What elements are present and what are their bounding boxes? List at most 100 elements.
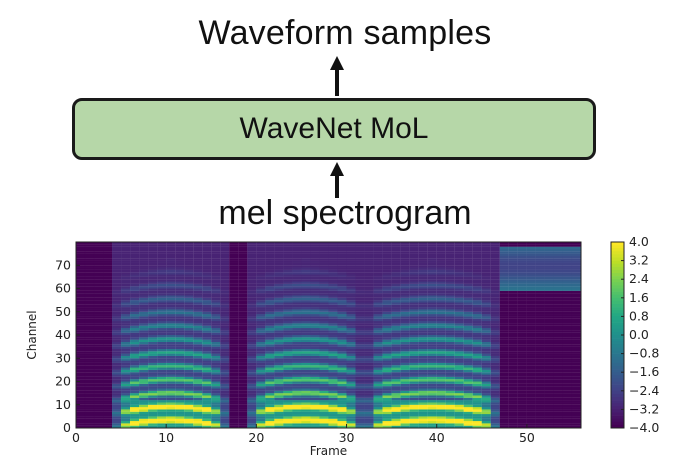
heatmap-cell (75, 332, 86, 336)
heatmap-cell (229, 321, 239, 324)
heatmap-cell (454, 362, 464, 366)
heatmap-cell (445, 339, 455, 343)
heatmap-cell (112, 293, 122, 296)
heatmap-cell (481, 297, 491, 301)
heatmap-cell (436, 341, 446, 345)
heatmap-cell (265, 381, 275, 384)
heatmap-cell (103, 253, 113, 256)
heatmap-cell (373, 302, 383, 305)
heatmap-cell (157, 393, 167, 396)
heatmap-cell (84, 411, 95, 415)
heatmap-cell (193, 397, 203, 401)
heatmap-cell (355, 383, 365, 387)
heatmap-cell (544, 404, 554, 408)
heatmap-cell (229, 346, 239, 350)
colorbar-segment (611, 387, 624, 392)
heatmap-cell (562, 311, 573, 315)
heatmap-cell (139, 283, 149, 287)
heatmap-cell (202, 374, 212, 377)
heatmap-cell (247, 276, 257, 280)
heatmap-cell (535, 420, 545, 424)
heatmap-cell (310, 416, 320, 419)
heatmap-cell (517, 272, 527, 275)
heatmap-cell (355, 293, 365, 296)
heatmap-cell (328, 348, 338, 352)
heatmap-cell (481, 295, 491, 298)
heatmap-cell (319, 307, 329, 310)
heatmap-cell (130, 397, 140, 401)
heatmap-cell (535, 309, 545, 312)
heatmap-cell (93, 416, 104, 419)
heatmap-cell (409, 244, 419, 247)
heatmap-cell (157, 241, 167, 245)
heatmap-cell (238, 325, 248, 329)
heatmap-cell (256, 358, 266, 361)
heatmap-cell (337, 330, 347, 333)
heatmap-cell (103, 376, 113, 380)
heatmap-cell (121, 316, 131, 319)
heatmap-cell (373, 379, 383, 382)
heatmap-cell (148, 330, 158, 333)
heatmap-cell (436, 381, 446, 384)
heatmap-cell (391, 407, 401, 410)
heatmap-cell (193, 262, 203, 266)
heatmap-cell (373, 265, 383, 268)
heatmap-cell (139, 365, 149, 368)
heatmap-cell (535, 274, 545, 277)
heatmap-cell (93, 386, 104, 389)
heatmap-cell (490, 321, 500, 324)
heatmap-cell (337, 381, 347, 384)
heatmap-cell (346, 272, 356, 275)
heatmap-cell (355, 402, 365, 405)
heatmap-cell (220, 425, 230, 429)
heatmap-cell (184, 316, 194, 319)
heatmap-cell (400, 327, 410, 331)
heatmap-cell (301, 300, 311, 303)
heatmap-cell (148, 241, 158, 245)
heatmap-cell (337, 358, 347, 361)
heatmap-cell (526, 260, 536, 263)
heatmap-cell (553, 318, 564, 322)
heatmap-cell (481, 330, 491, 333)
heatmap-cell (355, 390, 365, 394)
heatmap-cell (247, 418, 257, 422)
heatmap-cell (364, 386, 374, 389)
heatmap-cell (526, 404, 536, 408)
heatmap-cell (544, 293, 554, 296)
heatmap-cell (553, 351, 564, 354)
heatmap-cell (517, 314, 527, 317)
heatmap-cell (463, 325, 473, 329)
heatmap-cell (175, 397, 185, 401)
heatmap-cell (292, 253, 302, 256)
heatmap-cell (229, 325, 239, 329)
heatmap-cell (418, 327, 428, 331)
heatmap-cell (562, 372, 573, 375)
heatmap-cell (463, 341, 473, 345)
heatmap-cell (472, 286, 482, 289)
heatmap-cell (400, 339, 410, 343)
heatmap-cell (157, 360, 167, 363)
heatmap-cell (418, 362, 428, 366)
heatmap-cell (319, 425, 329, 429)
heatmap-cell (292, 411, 302, 415)
heatmap-cell (328, 286, 338, 289)
heatmap-cell (166, 265, 176, 268)
heatmap-cell (526, 353, 536, 356)
heatmap-cell (112, 367, 122, 370)
heatmap-cell (535, 376, 545, 380)
heatmap-cell (175, 314, 185, 317)
heatmap-cell (238, 290, 248, 294)
heatmap-cell (472, 411, 482, 415)
heatmap-cell (220, 414, 230, 417)
heatmap-cell (84, 334, 95, 338)
heatmap-cell (175, 304, 185, 308)
heatmap-cell (472, 332, 482, 336)
heatmap-cell (283, 355, 293, 359)
heatmap-cell (481, 293, 491, 296)
heatmap-cell (499, 281, 509, 284)
heatmap-cell (490, 288, 500, 291)
heatmap-cell (121, 325, 131, 329)
heatmap-cell (121, 309, 131, 312)
heatmap-cell (139, 323, 149, 326)
heatmap-cell (472, 420, 482, 424)
